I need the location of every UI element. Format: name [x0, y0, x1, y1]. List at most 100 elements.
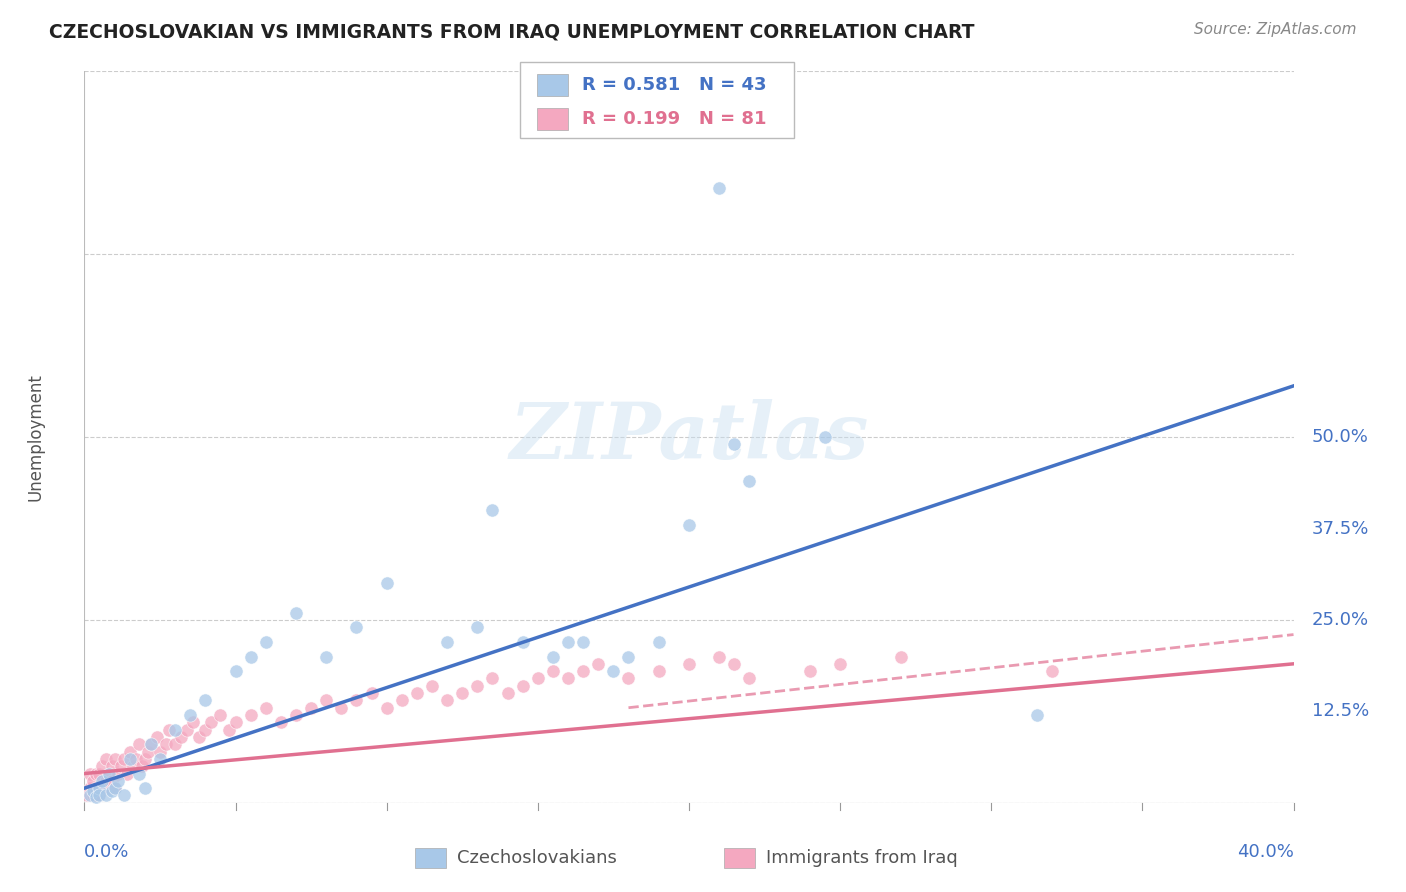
Point: [375, 700, 398, 714]
Point: [89, 789, 111, 803]
Point: [200, 715, 222, 730]
Point: [406, 686, 429, 700]
Point: [104, 781, 127, 796]
Point: [100, 784, 122, 798]
Point: [79, 766, 101, 780]
Point: [557, 672, 579, 686]
Text: R = 0.199   N = 81: R = 0.199 N = 81: [582, 111, 766, 128]
Point: [648, 635, 671, 649]
Point: [82, 789, 104, 803]
Point: [118, 745, 141, 759]
Point: [115, 766, 138, 780]
Text: Source: ZipAtlas.com: Source: ZipAtlas.com: [1194, 22, 1357, 37]
Text: Czechoslovakians: Czechoslovakians: [457, 849, 617, 867]
Point: [155, 737, 177, 751]
Point: [299, 700, 322, 714]
Point: [128, 737, 150, 751]
Point: [225, 715, 247, 730]
Point: [94, 773, 117, 788]
Point: [139, 737, 162, 751]
Point: [209, 708, 232, 723]
Point: [194, 693, 217, 707]
Point: [89, 781, 111, 796]
Point: [239, 708, 262, 723]
Point: [481, 503, 503, 517]
Point: [134, 781, 156, 796]
Point: [146, 730, 169, 744]
Point: [678, 657, 700, 671]
Point: [572, 635, 595, 649]
Point: [181, 715, 204, 730]
Point: [1040, 664, 1063, 678]
Point: [125, 752, 148, 766]
Point: [1025, 708, 1047, 723]
Point: [375, 576, 398, 591]
Point: [270, 715, 292, 730]
Point: [86, 789, 108, 804]
Point: [194, 723, 217, 737]
Point: [360, 686, 382, 700]
Text: 40.0%: 40.0%: [1237, 843, 1294, 861]
Point: [254, 635, 277, 649]
Point: [128, 766, 150, 780]
Point: [254, 700, 277, 714]
Point: [107, 766, 129, 780]
Text: CZECHOSLOVAKIAN VS IMMIGRANTS FROM IRAQ UNEMPLOYMENT CORRELATION CHART: CZECHOSLOVAKIAN VS IMMIGRANTS FROM IRAQ …: [49, 22, 974, 41]
Point: [97, 766, 120, 780]
Text: 37.5%: 37.5%: [1312, 519, 1369, 538]
Point: [512, 679, 534, 693]
Point: [557, 635, 579, 649]
Point: [149, 745, 172, 759]
Point: [541, 649, 564, 664]
Point: [512, 635, 534, 649]
Point: [131, 759, 153, 773]
Point: [157, 723, 180, 737]
Point: [76, 789, 98, 803]
Point: [112, 789, 135, 803]
Point: [165, 723, 187, 737]
Point: [451, 686, 474, 700]
Text: R = 0.581   N = 43: R = 0.581 N = 43: [582, 76, 766, 95]
Point: [738, 672, 761, 686]
Text: Unemployment: Unemployment: [27, 373, 45, 501]
Point: [176, 723, 198, 737]
Point: [179, 708, 201, 723]
Point: [91, 773, 114, 788]
Point: [100, 759, 122, 773]
Point: [86, 781, 108, 796]
Point: [94, 789, 117, 803]
Point: [136, 745, 159, 759]
Point: [346, 693, 368, 707]
Point: [225, 664, 247, 678]
Point: [346, 620, 368, 634]
Point: [104, 781, 127, 796]
Point: [100, 773, 122, 788]
Point: [588, 657, 610, 671]
Point: [617, 672, 640, 686]
Point: [436, 693, 458, 707]
Point: [890, 649, 912, 664]
Point: [285, 606, 308, 620]
Text: 0.0%: 0.0%: [84, 843, 129, 861]
Point: [436, 635, 458, 649]
Point: [496, 686, 519, 700]
Point: [830, 657, 852, 671]
Point: [118, 752, 141, 766]
Point: [79, 781, 101, 796]
Point: [648, 664, 671, 678]
Point: [315, 693, 337, 707]
Point: [110, 759, 132, 773]
Point: [814, 430, 837, 444]
Text: 12.5%: 12.5%: [1312, 702, 1369, 721]
Point: [738, 474, 761, 488]
Point: [602, 664, 624, 678]
Point: [94, 752, 117, 766]
Point: [420, 679, 443, 693]
Point: [112, 752, 135, 766]
Point: [467, 679, 489, 693]
Point: [709, 181, 731, 195]
Point: [134, 752, 156, 766]
Point: [97, 781, 120, 796]
Point: [709, 649, 731, 664]
Point: [572, 664, 595, 678]
